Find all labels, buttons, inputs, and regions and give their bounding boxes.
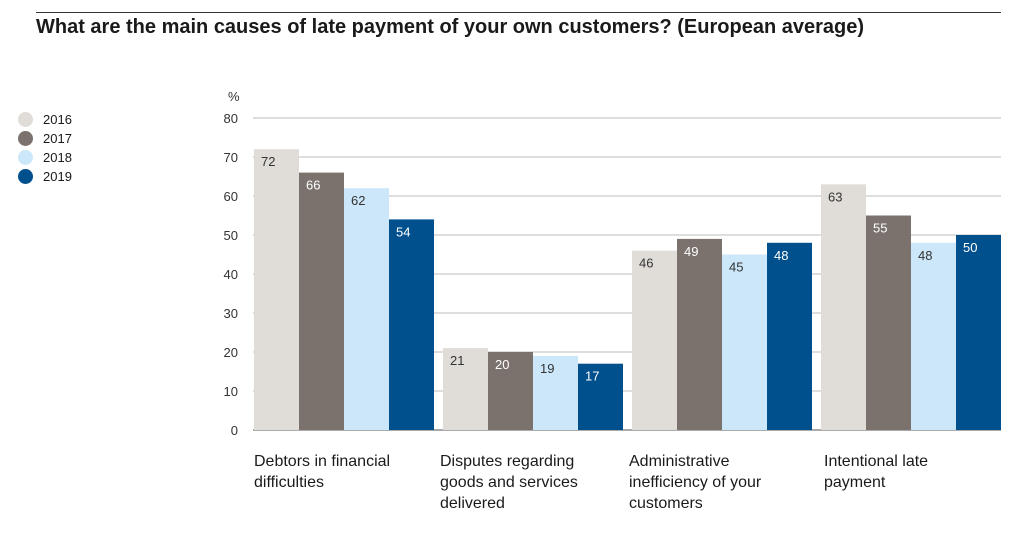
- y-tick-label: 30: [224, 306, 238, 321]
- data-label: 21: [450, 353, 464, 368]
- y-tick-label: 40: [224, 267, 238, 282]
- data-label: 45: [729, 260, 743, 275]
- data-label: 50: [963, 240, 977, 255]
- bar: [443, 348, 488, 430]
- bar: [578, 363, 623, 430]
- legend-swatch: [18, 169, 33, 184]
- legend-item: 2018: [18, 148, 72, 167]
- bar: [722, 254, 767, 430]
- data-label: 55: [873, 221, 887, 236]
- data-label: 66: [306, 178, 320, 193]
- bar: [866, 215, 911, 430]
- bar: [677, 238, 722, 430]
- bar: [911, 242, 956, 430]
- legend-swatch: [18, 131, 33, 146]
- data-label: 46: [639, 256, 653, 271]
- bar: [344, 188, 389, 430]
- bar: [632, 250, 677, 430]
- data-label: 72: [261, 154, 275, 169]
- bar: [821, 184, 866, 430]
- y-tick-label: 10: [224, 384, 238, 399]
- data-label: 62: [351, 193, 365, 208]
- legend-item: 2017: [18, 129, 72, 148]
- legend: 2016 2017 2018 2019: [18, 110, 72, 186]
- x-category-label: Intentional late payment: [824, 453, 929, 491]
- legend-item: 2019: [18, 167, 72, 186]
- bar: [767, 242, 812, 430]
- legend-swatch: [18, 150, 33, 165]
- data-label: 17: [585, 369, 599, 384]
- y-axis-unit: %: [228, 89, 240, 104]
- y-tick-label: 80: [224, 111, 238, 126]
- y-tick-label: 20: [224, 345, 238, 360]
- bar: [488, 352, 533, 430]
- bar: [533, 355, 578, 430]
- chart-title: What are the main causes of late payment…: [36, 16, 864, 38]
- data-label: 54: [396, 224, 410, 239]
- y-tick-label: 70: [224, 150, 238, 165]
- data-label: 49: [684, 244, 698, 259]
- data-label: 20: [495, 357, 509, 372]
- bar: [956, 235, 1001, 430]
- legend-label: 2018: [43, 150, 72, 165]
- top-rule: [36, 12, 1001, 13]
- legend-label: 2019: [43, 169, 72, 184]
- legend-label: 2017: [43, 131, 72, 146]
- data-label: 48: [774, 248, 788, 263]
- x-category-label: Administrative inefficiency of your custom…: [629, 453, 762, 512]
- data-label: 63: [828, 189, 842, 204]
- legend-item: 2016: [18, 110, 72, 129]
- bar: [389, 219, 434, 430]
- x-category-label: Debtors in financial difficulties: [254, 453, 391, 491]
- y-tick-label: 50: [224, 228, 238, 243]
- bar: [254, 149, 299, 430]
- x-category-label: Disputes regarding goods and services deli…: [440, 453, 578, 512]
- bar: [299, 172, 344, 430]
- y-tick-label: 60: [224, 189, 238, 204]
- y-tick-label: 0: [231, 423, 238, 438]
- legend-label: 2016: [43, 112, 72, 127]
- data-label: 19: [540, 361, 554, 376]
- legend-swatch: [18, 112, 33, 127]
- data-label: 48: [918, 248, 932, 263]
